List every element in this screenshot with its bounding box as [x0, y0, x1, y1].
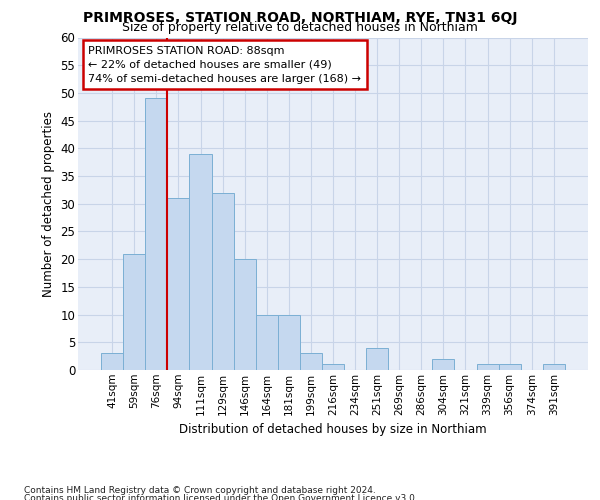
- Bar: [366, 348, 388, 370]
- Bar: [256, 314, 278, 370]
- Bar: [543, 364, 565, 370]
- Bar: [233, 259, 256, 370]
- Bar: [499, 364, 521, 370]
- Bar: [212, 192, 233, 370]
- Bar: [190, 154, 212, 370]
- Bar: [123, 254, 145, 370]
- Bar: [167, 198, 190, 370]
- Text: Contains public sector information licensed under the Open Government Licence v3: Contains public sector information licen…: [24, 494, 418, 500]
- Bar: [322, 364, 344, 370]
- Bar: [476, 364, 499, 370]
- Text: Size of property relative to detached houses in Northiam: Size of property relative to detached ho…: [122, 21, 478, 34]
- Y-axis label: Number of detached properties: Number of detached properties: [42, 111, 55, 296]
- Text: Contains HM Land Registry data © Crown copyright and database right 2024.: Contains HM Land Registry data © Crown c…: [24, 486, 376, 495]
- Bar: [278, 314, 300, 370]
- X-axis label: Distribution of detached houses by size in Northiam: Distribution of detached houses by size …: [179, 423, 487, 436]
- Bar: [101, 354, 123, 370]
- Bar: [433, 359, 454, 370]
- Text: PRIMROSES, STATION ROAD, NORTHIAM, RYE, TN31 6QJ: PRIMROSES, STATION ROAD, NORTHIAM, RYE, …: [83, 11, 517, 25]
- Bar: [300, 354, 322, 370]
- Text: PRIMROSES STATION ROAD: 88sqm
← 22% of detached houses are smaller (49)
74% of s: PRIMROSES STATION ROAD: 88sqm ← 22% of d…: [88, 46, 361, 84]
- Bar: [145, 98, 167, 370]
